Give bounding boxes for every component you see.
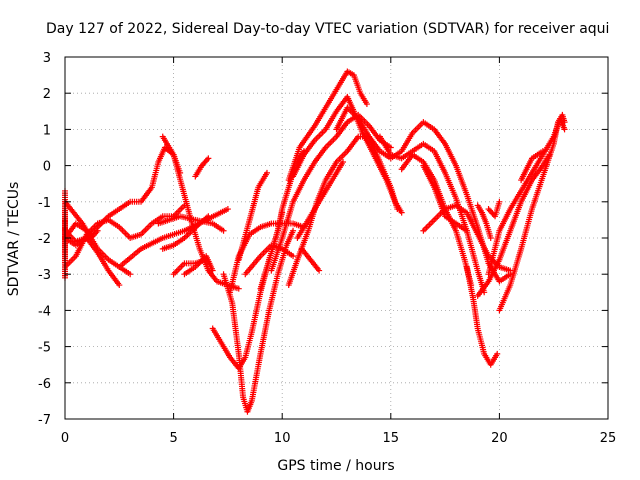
data-point: [363, 101, 370, 108]
x-tick-label: 5: [169, 431, 177, 446]
data-point: [94, 227, 101, 234]
series-trace-23: [294, 158, 347, 241]
axis-ticks: 0 5 10 15 20 25 -7 -6 -5 -4 -3 -2 -1 0 1 2 3: [38, 51, 616, 446]
series-trace-29: [420, 162, 470, 234]
series-trace-31: [463, 263, 501, 368]
y-tick-label: -5: [38, 341, 51, 356]
series-trace-3: [62, 202, 188, 270]
data-point: [561, 126, 568, 133]
data-point: [494, 350, 501, 357]
series-trace-17: [242, 242, 297, 278]
y-tick-label: -1: [38, 196, 51, 211]
series-trace-5: [62, 198, 101, 241]
y-tick-label: -6: [38, 377, 51, 392]
data-point: [205, 213, 212, 220]
series-trace-19: [268, 111, 394, 274]
x-tick-label: 20: [491, 431, 508, 446]
y-tick-label: 0: [43, 160, 51, 175]
series-trace-36: [496, 111, 568, 314]
series-trace-24: [298, 245, 323, 274]
data-point: [398, 209, 405, 216]
series-trace-14: [220, 227, 297, 415]
y-axis-title: SDTVAR / TECUs: [6, 182, 22, 297]
y-tick-label: -3: [38, 268, 51, 283]
series-trace-26: [361, 133, 405, 216]
data-point: [209, 267, 216, 274]
data-point: [340, 158, 347, 165]
series-trace-34: [485, 198, 503, 220]
data-point: [127, 271, 134, 278]
data-point: [463, 227, 470, 234]
y-tick-label: -2: [38, 232, 51, 247]
data-point: [316, 267, 323, 274]
data-point: [235, 285, 242, 292]
data-point: [290, 253, 297, 260]
series-trace-21: [285, 68, 370, 184]
data-point: [496, 198, 503, 205]
x-tick-label: 0: [61, 431, 69, 446]
data-point: [205, 155, 212, 162]
data-point: [220, 227, 227, 234]
y-tick-label: 1: [43, 123, 51, 138]
x-tick-label: 15: [383, 431, 400, 446]
series-trace-12: [192, 155, 212, 180]
data-layer: [62, 68, 568, 415]
data-point: [487, 235, 494, 241]
x-axis-title: GPS time / hours: [277, 458, 394, 474]
chart-title: Day 127 of 2022, Sidereal Day-to-day VTE…: [46, 21, 609, 37]
data-point: [263, 169, 270, 176]
y-tick-label: 2: [43, 87, 51, 102]
series-trace-37: [518, 148, 546, 184]
series-trace-11: [181, 253, 216, 278]
data-point: [290, 227, 297, 234]
y-tick-label: 3: [43, 51, 51, 66]
series-trace-9: [159, 133, 242, 292]
y-tick-label: -4: [38, 304, 51, 319]
data-point: [539, 148, 546, 155]
data-point: [116, 282, 123, 289]
series-trace-35: [474, 202, 494, 241]
data-point: [561, 119, 568, 126]
data-point: [224, 206, 231, 213]
x-tick-label: 10: [274, 431, 291, 446]
x-tick-label: 25: [600, 431, 617, 446]
y-tick-label: -7: [38, 413, 51, 428]
series-trace-16: [235, 169, 270, 263]
